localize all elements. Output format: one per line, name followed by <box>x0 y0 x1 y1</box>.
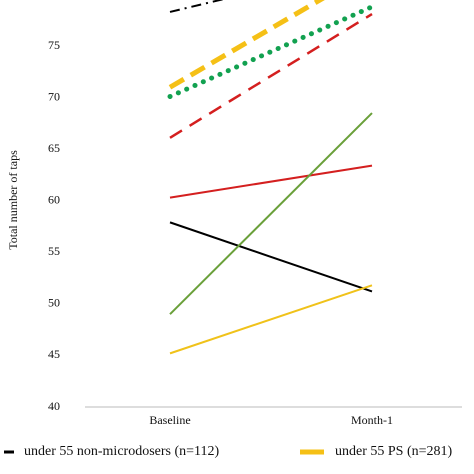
y-tick-label: 50 <box>48 296 60 310</box>
y-axis-label: Total number of taps <box>6 150 20 250</box>
series-line <box>167 4 375 100</box>
series-line <box>169 0 225 13</box>
y-tick-label: 75 <box>48 38 60 52</box>
x-tick-label: Baseline <box>149 413 190 427</box>
y-tick-label: 40 <box>48 399 60 413</box>
y-tick-label: 70 <box>48 89 60 103</box>
series-line <box>169 284 373 355</box>
series-line <box>169 221 373 293</box>
series-line <box>168 0 325 90</box>
y-tick-label: 45 <box>48 347 60 361</box>
series-line <box>169 12 373 139</box>
series-line <box>169 164 373 199</box>
x-tick-label: Month-1 <box>351 413 393 427</box>
y-tick-label: 60 <box>48 192 60 206</box>
y-tick-label: 65 <box>48 141 60 155</box>
series-line <box>169 112 373 315</box>
legend: under 55 non-microdosers (n=112) under 55… <box>4 444 453 459</box>
y-tick-label: 55 <box>48 244 60 258</box>
legend-label: under 55 PS (n=281) <box>335 444 453 459</box>
legend-label: under 55 non-microdosers (n=112) <box>24 444 220 459</box>
plot-area <box>167 0 375 355</box>
